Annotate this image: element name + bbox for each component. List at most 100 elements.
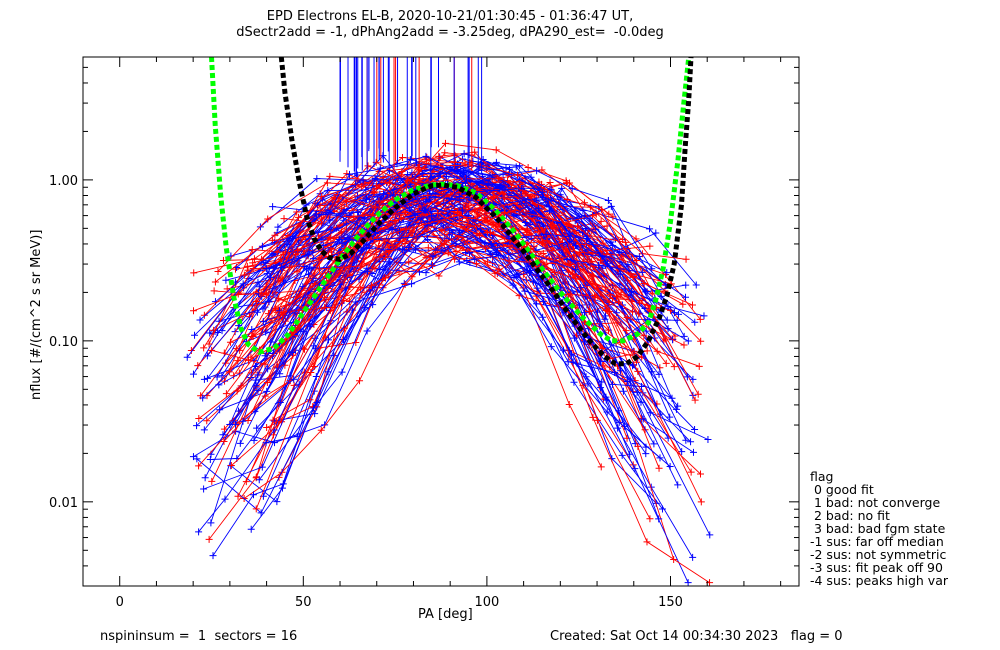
flux-point-marker bbox=[664, 302, 672, 310]
flux-point-marker bbox=[261, 392, 269, 400]
flux-point-marker bbox=[252, 505, 260, 513]
flux-point-marker bbox=[376, 164, 384, 172]
flux-point-marker bbox=[532, 292, 540, 300]
flux-point-marker bbox=[494, 225, 502, 233]
flux-point-marker bbox=[327, 244, 335, 252]
flux-point-marker bbox=[460, 150, 468, 158]
flux-point-marker bbox=[572, 241, 580, 249]
flux-point-marker bbox=[302, 265, 310, 273]
flux-point-marker bbox=[213, 373, 221, 381]
flux-point-marker bbox=[422, 269, 430, 277]
flux-point-marker bbox=[663, 269, 671, 277]
flux-point-marker bbox=[670, 309, 678, 317]
flux-point-marker bbox=[342, 198, 350, 206]
flux-trace bbox=[262, 179, 643, 273]
flux-point-marker bbox=[650, 440, 658, 448]
flux-point-marker bbox=[222, 390, 230, 398]
flux-point-marker bbox=[579, 207, 587, 215]
flux-point-marker bbox=[683, 373, 691, 381]
flux-point-marker bbox=[459, 234, 467, 242]
flux-point-marker bbox=[689, 375, 697, 383]
flux-point-marker bbox=[363, 327, 371, 335]
flux-point-marker bbox=[591, 294, 599, 302]
flux-point-marker bbox=[338, 368, 346, 376]
flux-point-marker bbox=[388, 241, 396, 249]
flux-point-marker bbox=[603, 408, 611, 416]
fit-curves bbox=[209, 56, 694, 367]
flux-point-marker bbox=[352, 298, 360, 306]
flux-point-marker bbox=[463, 199, 471, 207]
flux-point-marker bbox=[357, 285, 365, 293]
flux-point-marker bbox=[682, 281, 690, 289]
flux-point-marker bbox=[269, 349, 277, 357]
flux-point-marker bbox=[385, 178, 393, 186]
flux-point-marker bbox=[674, 310, 682, 318]
flux-point-marker bbox=[455, 193, 463, 201]
flux-point-marker bbox=[656, 410, 664, 418]
flux-point-marker bbox=[262, 439, 270, 447]
flux-point-marker bbox=[282, 302, 290, 310]
flux-point-marker bbox=[471, 148, 479, 156]
legend-item: 0 good fit bbox=[810, 482, 874, 497]
flux-point-marker bbox=[481, 210, 489, 218]
flux-point-marker bbox=[628, 287, 636, 295]
flux-point-marker bbox=[369, 301, 377, 309]
flux-point-marker bbox=[363, 267, 371, 275]
y-tick-label: 1.00 bbox=[49, 174, 78, 189]
flux-point-marker bbox=[326, 216, 334, 224]
flux-point-marker bbox=[257, 509, 265, 517]
flux-point-marker bbox=[324, 187, 332, 195]
flux-point-marker bbox=[499, 241, 507, 249]
flux-point-marker bbox=[193, 455, 201, 463]
flux-point-marker bbox=[200, 426, 208, 434]
flux-point-marker bbox=[684, 579, 692, 587]
flux-point-marker bbox=[327, 225, 335, 233]
flux-point-marker bbox=[408, 169, 416, 177]
flux-point-marker bbox=[534, 205, 542, 213]
flux-point-marker bbox=[199, 394, 207, 402]
flux-point-marker bbox=[183, 353, 191, 361]
flux-point-marker bbox=[580, 257, 588, 265]
flux-point-marker bbox=[280, 215, 288, 223]
flux-point-marker bbox=[623, 293, 631, 301]
flux-point-marker bbox=[643, 347, 651, 355]
flux-point-marker bbox=[225, 368, 233, 376]
flux-point-marker bbox=[338, 204, 346, 212]
footer-created: Created: Sat Oct 14 00:34:30 2023 flag =… bbox=[550, 629, 843, 644]
flux-point-marker bbox=[689, 448, 697, 456]
flux-point-marker bbox=[266, 273, 274, 281]
flux-point-marker bbox=[248, 302, 256, 310]
flux-point-marker bbox=[512, 163, 520, 171]
flux-point-marker bbox=[458, 206, 466, 214]
flux-point-marker bbox=[652, 229, 660, 237]
flux-point-marker bbox=[324, 336, 332, 344]
flux-point-marker bbox=[574, 222, 582, 230]
flux-point-marker bbox=[397, 214, 405, 222]
flux-point-marker bbox=[269, 203, 277, 211]
flux-point-marker bbox=[205, 535, 213, 543]
flux-trace bbox=[203, 161, 693, 349]
flux-point-marker bbox=[253, 424, 261, 432]
flux-point-marker bbox=[312, 344, 320, 352]
flux-point-marker bbox=[697, 470, 705, 478]
flux-point-marker bbox=[189, 370, 197, 378]
flux-point-marker bbox=[311, 410, 319, 418]
flux-point-marker bbox=[622, 265, 630, 273]
flux-point-marker bbox=[682, 293, 690, 301]
flux-trace bbox=[212, 214, 660, 556]
flux-point-marker bbox=[428, 212, 436, 220]
flux-point-marker bbox=[405, 258, 413, 266]
footer-spin-info: nspininsum = 1 sectors = 16 bbox=[100, 629, 298, 644]
flux-point-marker bbox=[290, 375, 298, 383]
y-tick-label: 0.10 bbox=[49, 335, 78, 350]
flux-point-marker bbox=[424, 191, 432, 199]
flux-point-marker bbox=[623, 378, 631, 386]
flux-point-marker bbox=[570, 378, 578, 386]
flux-point-marker bbox=[408, 280, 416, 288]
flux-point-marker bbox=[454, 232, 462, 240]
plot-frame bbox=[82, 56, 800, 587]
flux-point-marker bbox=[662, 359, 670, 367]
flux-point-marker bbox=[631, 465, 639, 473]
flux-point-marker bbox=[597, 463, 605, 471]
